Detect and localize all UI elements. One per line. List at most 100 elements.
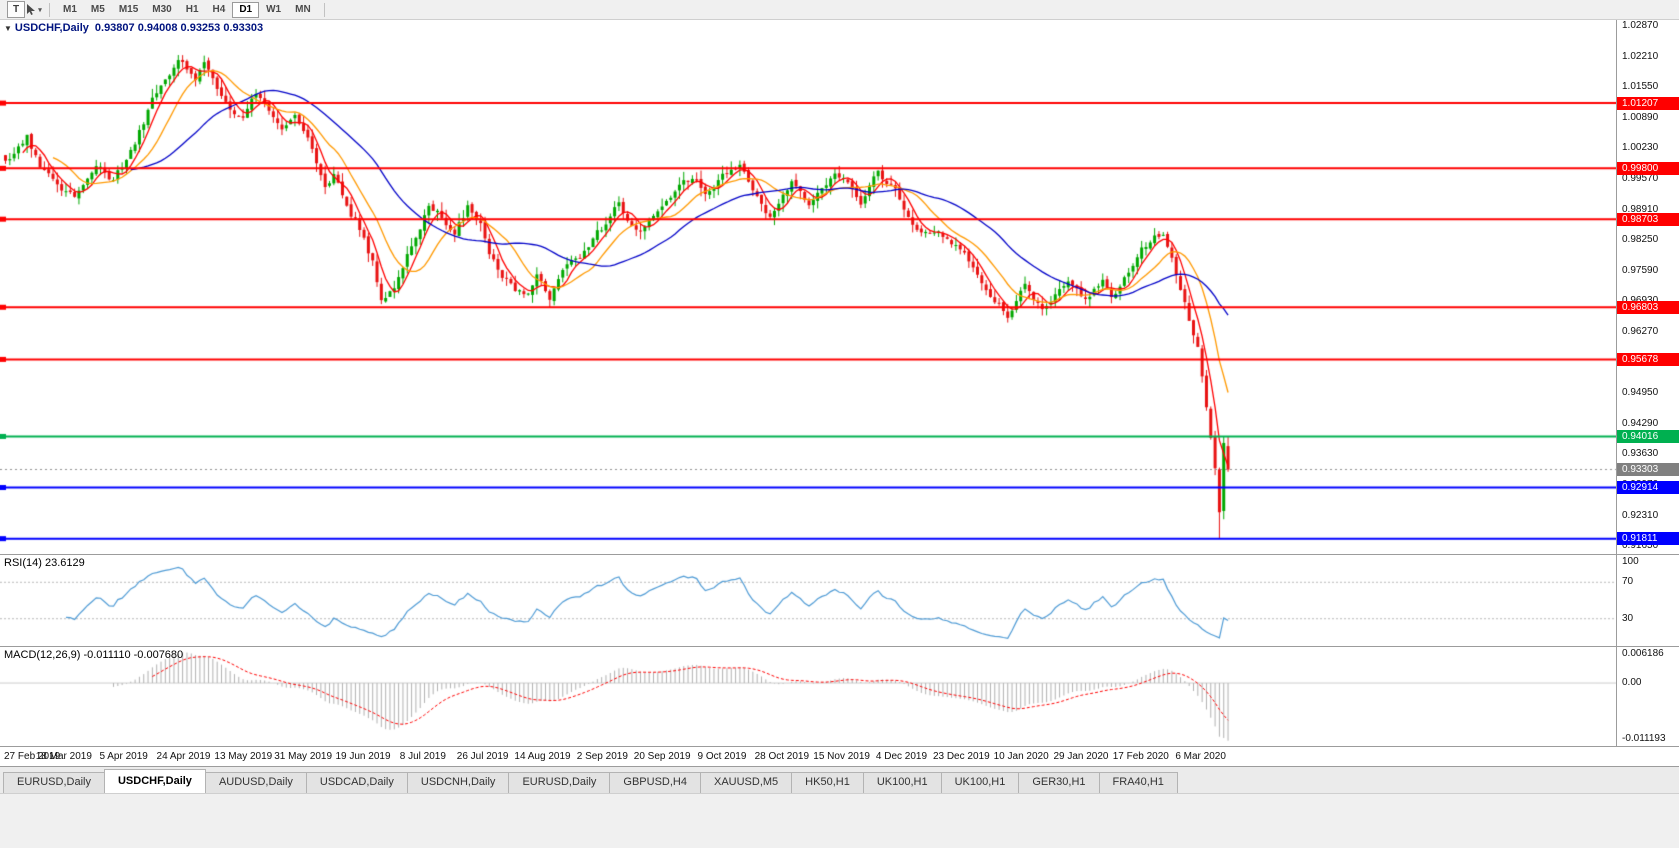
timeframe-h1[interactable]: H1 [179, 2, 206, 18]
price-axis-label: 1.02870 [1622, 20, 1659, 32]
cursor-tool-button[interactable]: ▾ [25, 1, 43, 18]
chart-tab-xauusd-m5[interactable]: XAUUSD,M5 [699, 772, 793, 793]
macd-axis[interactable]: 0.006186 0.00 -0.011193 [1616, 647, 1679, 746]
macd-axis-label: 0.00 [1622, 677, 1642, 689]
chart-area: ▼ USDCHF,Daily 0.93807 0.94008 0.93253 0.9… [0, 20, 1679, 767]
text-tool-button[interactable]: T [7, 1, 25, 18]
chart-tab-uk100-h1[interactable]: UK100,H1 [940, 772, 1020, 793]
price-axis-label: 0.94950 [1622, 387, 1659, 399]
date-axis-label: 31 May 2019 [274, 751, 333, 762]
date-axis-label: 6 Mar 2020 [1175, 751, 1226, 762]
chart-title: ▼ USDCHF,Daily 0.93807 0.94008 0.93253 0.9… [4, 22, 263, 34]
hline-price-tag: 0.99800 [1617, 161, 1679, 175]
window-background [0, 794, 1679, 848]
chart-tab-fra40-h1[interactable]: FRA40,H1 [1098, 772, 1178, 793]
date-axis[interactable]: 27 Feb 2019 18 Mar 2019 5 Apr 2019 24 Apr 2… [0, 747, 1679, 767]
hline-price-tag: 0.91811 [1617, 532, 1679, 546]
hline-price-tag: 0.96803 [1617, 300, 1679, 314]
timeframe-mn[interactable]: MN [288, 2, 318, 18]
date-axis-label: 20 Sep 2019 [633, 751, 691, 762]
timeframe-group: M1 M5 M15 M30 H1 H4 D1 W1 MN [56, 1, 318, 18]
date-axis-label: 10 Jan 2020 [993, 751, 1049, 762]
timeframe-m1[interactable]: M1 [56, 2, 84, 18]
date-axis-label: 15 Nov 2019 [813, 751, 870, 762]
timeframe-m5[interactable]: M5 [84, 2, 112, 18]
hline-price-tag: 1.01207 [1617, 96, 1679, 110]
date-axis-label: 13 May 2019 [214, 751, 273, 762]
price-axis-label: 1.02210 [1622, 50, 1659, 62]
toolbar: T ▾ M1 M5 M15 M30 H1 H4 D1 W1 MN [0, 0, 1679, 20]
macd-axis-label: 0.006186 [1622, 648, 1664, 659]
chart-tab-audusd-daily[interactable]: AUDUSD,Daily [204, 772, 307, 793]
chart-ohlc-values: 0.93807 0.94008 0.93253 0.93303 [94, 22, 264, 34]
toolbar-separator [49, 2, 50, 17]
hline-price-tag: 0.94016 [1617, 429, 1679, 443]
price-axis[interactable]: 1.02870 1.02210 1.01550 1.00890 1.00230 0.995… [1616, 20, 1679, 554]
timeframe-w1[interactable]: W1 [259, 2, 288, 18]
date-axis-label: 23 Dec 2019 [932, 751, 990, 762]
current-price-tag: 0.93303 [1617, 462, 1679, 476]
macd-pane: MACD(12,26,9) -0.011110 -0.007680 0.0061… [0, 647, 1679, 747]
rsi-pane: RSI(14) 23.6129 100 70 30 [0, 555, 1679, 647]
rsi-plot[interactable] [0, 555, 1616, 646]
rsi-axis-label: 70 [1622, 576, 1634, 588]
toolbar-separator [323, 2, 325, 17]
date-axis-label: 2 Sep 2019 [576, 751, 628, 762]
date-axis-label: 28 Oct 2019 [754, 751, 810, 762]
chart-tab-usdcad-daily[interactable]: USDCAD,Daily [305, 772, 408, 793]
date-axis-label: 5 Apr 2019 [99, 751, 148, 762]
date-axis-label: 9 Oct 2019 [697, 751, 747, 762]
hline-price-tag: 0.95678 [1617, 352, 1679, 366]
timeframe-d1[interactable]: D1 [232, 1, 260, 18]
dropdown-caret-icon: ▾ [38, 6, 42, 14]
price-axis-label: 1.00890 [1622, 111, 1659, 123]
date-axis-label: 27 Feb 2019 [4, 751, 61, 762]
price-axis-label: 0.98250 [1622, 234, 1659, 246]
date-axis-label: 24 Apr 2019 [156, 751, 211, 762]
hline-price-tag: 0.92914 [1617, 481, 1679, 495]
timeframe-m15[interactable]: M15 [112, 2, 145, 18]
macd-title: MACD(12,26,9) -0.011110 -0.007680 [4, 649, 184, 661]
date-axis-label: 29 Jan 2020 [1053, 751, 1109, 762]
date-axis-label: 26 Jul 2019 [456, 751, 509, 762]
hline-price-tag: 0.98703 [1617, 212, 1679, 226]
chart-tab-uk100-h1[interactable]: UK100,H1 [862, 772, 942, 793]
timeframe-h4[interactable]: H4 [206, 2, 233, 18]
price-axis-label: 0.97590 [1622, 264, 1659, 276]
price-axis-label: 1.00230 [1622, 142, 1659, 154]
date-axis-label: 18 Mar 2019 [35, 751, 92, 762]
rsi-axis-label: 100 [1622, 556, 1639, 567]
chart-tab-eurusd-daily[interactable]: EURUSD,Daily [508, 772, 611, 793]
date-axis-label: 17 Feb 2020 [1112, 751, 1169, 762]
date-axis-label: 4 Dec 2019 [875, 751, 928, 762]
chart-tab-ger30-h1[interactable]: GER30,H1 [1018, 772, 1100, 793]
price-axis-label: 0.93630 [1622, 448, 1659, 460]
main-chart-pane: ▼ USDCHF,Daily 0.93807 0.94008 0.93253 0.9… [0, 20, 1679, 555]
date-axis-label: 14 Aug 2019 [514, 751, 571, 762]
chart-tab-usdchf-daily[interactable]: USDCHF,Daily [103, 769, 206, 793]
macd-axis-label: -0.011193 [1622, 733, 1666, 744]
rsi-axis[interactable]: 100 70 30 [1616, 555, 1679, 646]
date-axis-label: 8 Jul 2019 [399, 751, 446, 762]
chart-collapse-arrow-icon[interactable]: ▼ [4, 24, 12, 33]
chart-tab-usdcnh-daily[interactable]: USDCNH,Daily [406, 772, 510, 793]
chart-tabs-bar: EURUSD,Daily USDCHF,Daily AUDUSD,Daily USDC… [0, 767, 1679, 794]
price-axis-label: 0.92310 [1622, 509, 1659, 521]
macd-plot[interactable] [0, 647, 1616, 746]
price-axis-label: 0.96270 [1622, 325, 1659, 337]
price-axis-label: 1.01550 [1622, 81, 1659, 93]
price-axis-label: 0.99570 [1622, 172, 1659, 184]
timeframe-m30[interactable]: M30 [145, 2, 178, 18]
price-axis-label: 0.94290 [1622, 417, 1659, 429]
cursor-arrow-icon [27, 3, 36, 15]
candlestick-plot[interactable] [0, 20, 1616, 554]
price-axis-label: 0.91650 [1622, 540, 1659, 552]
price-axis-label: 0.98910 [1622, 203, 1659, 215]
chart-tab-eurusd-daily[interactable]: EURUSD,Daily [3, 772, 105, 793]
chart-symbol-period: USDCHF,Daily [14, 22, 89, 34]
chart-tab-gbpusd-h4[interactable]: GBPUSD,H4 [609, 772, 701, 793]
rsi-title: RSI(14) 23.6129 [4, 557, 85, 569]
chart-tab-hk50-h1[interactable]: HK50,H1 [791, 772, 864, 793]
date-axis-label: 19 Jun 2019 [335, 751, 391, 762]
